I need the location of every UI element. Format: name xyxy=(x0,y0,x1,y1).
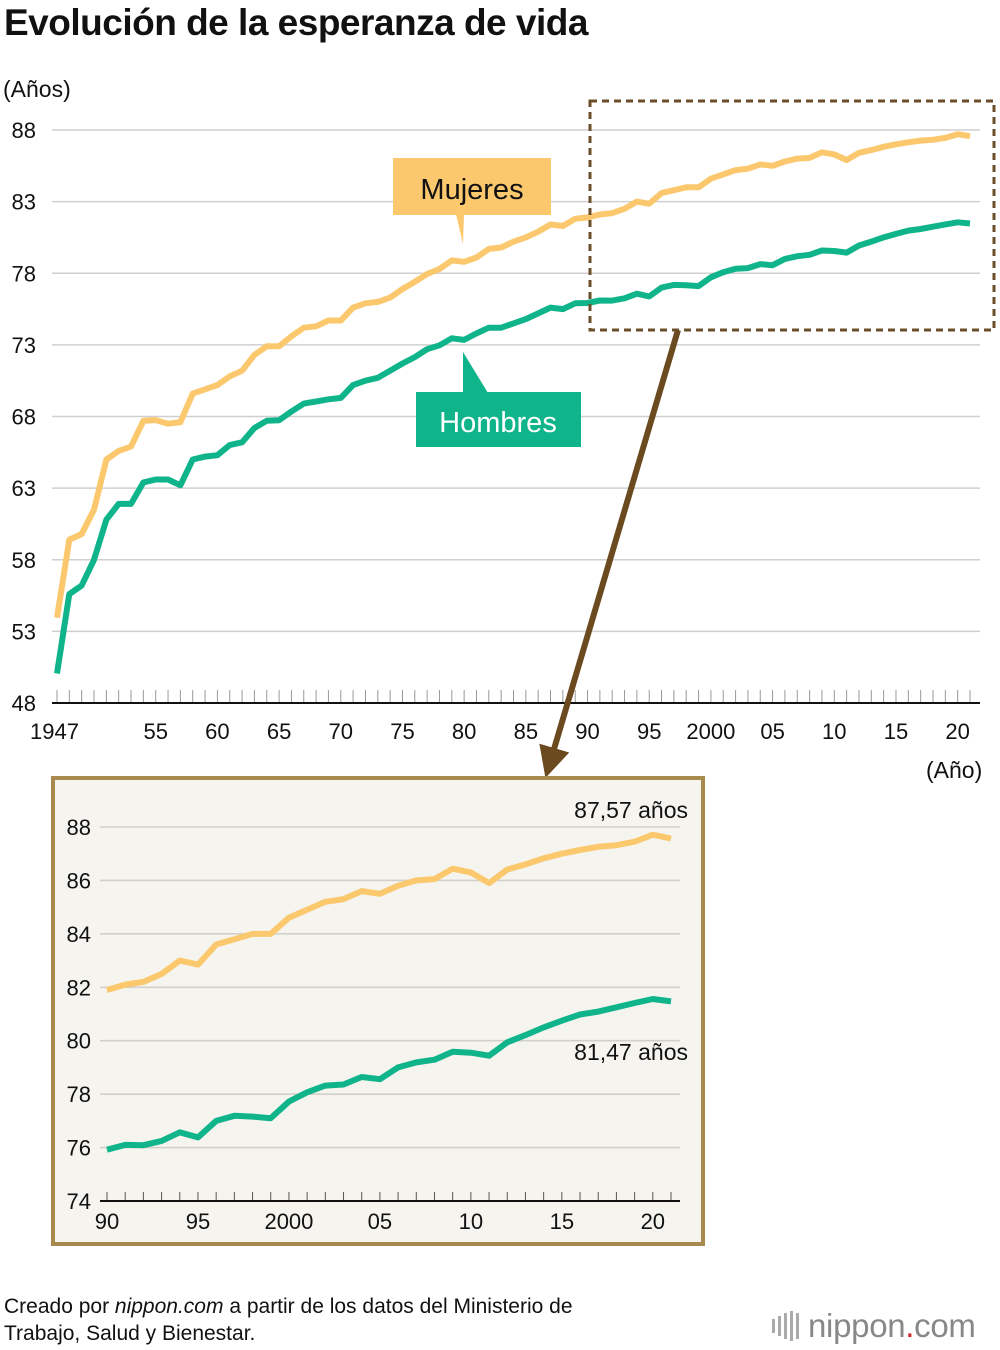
logo-tld: com xyxy=(914,1307,976,1344)
source-prefix: Creado por xyxy=(4,1295,115,1318)
nippon-logo: nippon.com xyxy=(772,1306,976,1346)
main-x-tick: 10 xyxy=(822,719,846,744)
main-y-tick: 63 xyxy=(12,476,36,501)
main-gridlines xyxy=(52,129,980,633)
main-x-tick: 60 xyxy=(205,719,229,744)
main-x-tick: 75 xyxy=(390,719,414,744)
inset-x-tick: 2000 xyxy=(264,1209,313,1234)
legend-hombres-pointer xyxy=(463,352,488,393)
main-x-tick: 85 xyxy=(514,719,538,744)
main-y-tick: 53 xyxy=(12,619,36,644)
zoom-region-box xyxy=(588,99,996,332)
main-x-tick: 20 xyxy=(945,719,969,744)
source-line2: Trabajo, Salud y Bienestar. xyxy=(4,1322,256,1345)
inset-x-tick-labels: 90 95 2000 05 10 15 20 xyxy=(95,1209,665,1234)
main-x-tick: 05 xyxy=(760,719,784,744)
inset-x-tick: 05 xyxy=(368,1209,392,1234)
legend-hombres-label: Hombres xyxy=(439,407,557,439)
annotation-mujeres-final: 87,57 años xyxy=(574,797,688,823)
inset-y-tick: 86 xyxy=(67,868,91,893)
main-y-tick: 88 xyxy=(12,118,36,143)
series-line-mujeres xyxy=(54,131,971,619)
inset-y-tick: 84 xyxy=(67,922,91,947)
legend-callout-mujeres: Mujeres xyxy=(393,158,551,244)
main-y-tick-labels: 48 53 58 63 68 73 78 83 88 xyxy=(12,118,36,716)
main-x-tick: 65 xyxy=(267,719,291,744)
main-y-tick: 68 xyxy=(12,405,36,430)
x-axis-label: (Año) xyxy=(926,757,982,783)
y-axis-label: (Años) xyxy=(3,76,71,102)
main-x-tick: 70 xyxy=(329,719,353,744)
chart-title: Evolución de la esperanza de vida xyxy=(4,2,588,43)
logo-name: nippon xyxy=(808,1307,906,1344)
main-x-tick: 55 xyxy=(143,719,167,744)
main-y-tick: 83 xyxy=(12,190,36,215)
logo-dot: . xyxy=(905,1307,915,1344)
series-line-hombres xyxy=(54,219,971,674)
inset-y-tick: 74 xyxy=(67,1189,91,1214)
main-x-tick: 90 xyxy=(575,719,599,744)
main-y-tick: 48 xyxy=(12,691,36,716)
inset-series-lines xyxy=(106,831,672,1153)
main-x-tick: 15 xyxy=(884,719,908,744)
inset-x-tick: 15 xyxy=(550,1209,574,1234)
legend-mujeres-label: Mujeres xyxy=(420,174,523,206)
main-x-tick-labels: 1947 55 60 65 70 75 80 85 90 95 2000 05 10 15 20 xyxy=(30,719,970,744)
annotation-hombres-final: 81,47 años xyxy=(574,1039,688,1065)
main-y-tick: 78 xyxy=(12,261,36,286)
inset-series-line-hombres xyxy=(106,996,672,1153)
inset-x-tick: 10 xyxy=(459,1209,483,1234)
legend-hombres-box xyxy=(416,392,581,447)
inset-series-line-mujeres xyxy=(106,831,672,993)
source-site: nippon.com xyxy=(114,1295,224,1318)
main-series-lines xyxy=(54,131,971,674)
main-x-tick: 95 xyxy=(637,719,661,744)
inset-y-tick: 78 xyxy=(67,1082,91,1107)
main-y-tick: 73 xyxy=(12,333,36,358)
inset-y-tick-labels: 74 76 78 80 82 84 86 88 xyxy=(67,815,91,1214)
main-x-minor-ticks xyxy=(56,690,971,703)
main-x-tick: 80 xyxy=(452,719,476,744)
legend-mujeres-box xyxy=(393,158,551,215)
inset-y-tick: 80 xyxy=(67,1029,91,1054)
main-x-tick: 2000 xyxy=(686,719,735,744)
inset-y-tick: 76 xyxy=(67,1136,91,1161)
inset-x-tick: 20 xyxy=(641,1209,665,1234)
logo-bars-icon xyxy=(772,1311,799,1341)
legend-mujeres-pointer xyxy=(456,214,464,244)
legend-callout-hombres: Hombres xyxy=(416,352,581,447)
inset-y-tick: 82 xyxy=(67,975,91,1000)
inset-x-tick: 95 xyxy=(186,1209,210,1234)
inset-gridlines xyxy=(100,826,680,1149)
inset-x-tick: 90 xyxy=(95,1209,119,1234)
zoom-arrow xyxy=(539,329,681,778)
source-note: Creado por nippon.com a partir de los da… xyxy=(4,1293,573,1347)
inset-y-tick: 88 xyxy=(67,815,91,840)
main-y-tick: 58 xyxy=(12,548,36,573)
source-suffix: a partir de los datos del Ministerio de xyxy=(223,1295,573,1318)
main-x-tick: 1947 xyxy=(30,719,79,744)
inset-x-minor-ticks xyxy=(106,1192,672,1201)
